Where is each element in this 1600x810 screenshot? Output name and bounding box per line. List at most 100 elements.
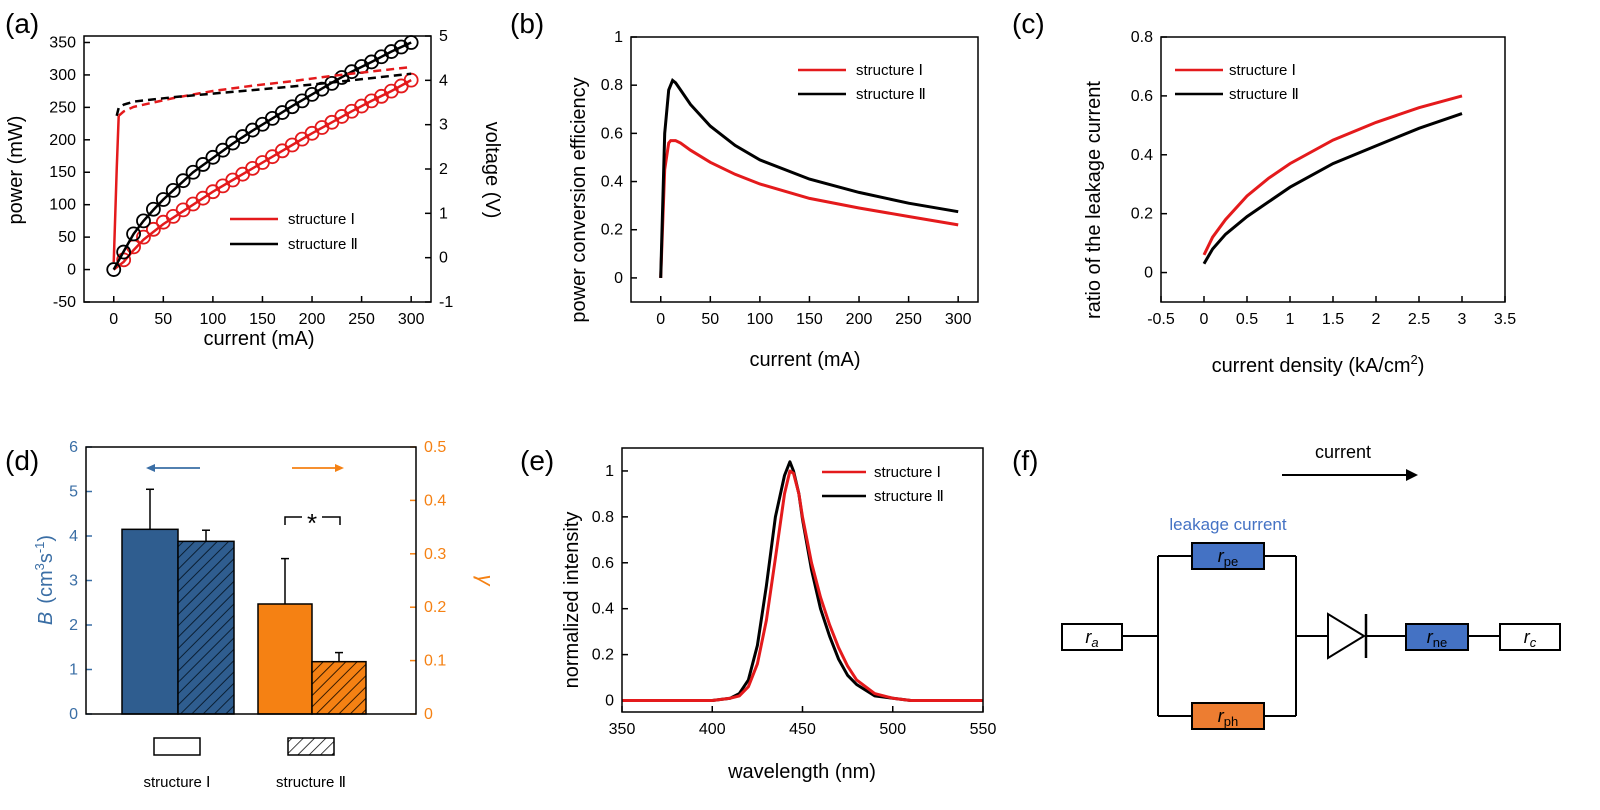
chart-b: 0 50 100 150 200 250 300 0 0.2 0.4 0.6 0.8 1 current… [568, 29, 979, 371]
chart-d-bar-3 [311, 660, 367, 715]
chart-d-right-arrow-icon [335, 464, 344, 472]
chart-e-xtick-label-2: 450 [789, 721, 816, 738]
resistor-rph [1191, 702, 1265, 730]
chart-c-xtick-label-7: 3 [1458, 311, 1467, 328]
chart-d-left-arrow-icon [146, 464, 155, 472]
resistor-ra-sub: a [1091, 635, 1098, 650]
chart-e-series-1-line [622, 469, 983, 702]
resistor-ra-label: ra [1085, 627, 1098, 650]
chart-a-ytick-label-3: 100 [49, 197, 76, 214]
chart-d-y2tick-label-4: 0.4 [424, 492, 446, 509]
chart-e-ytick-label-3: 0.6 [592, 555, 614, 572]
chart-a-legend-label-2: structure Ⅱ [288, 236, 358, 253]
chart-a-y2tick-label-4: 3 [439, 117, 448, 134]
chart-a-ytick-label-1: 0 [67, 262, 76, 279]
chart-d-ytick-label-1: 1 [69, 662, 78, 679]
chart-b-legend-label-1: structure Ⅰ [856, 62, 923, 79]
chart-d-ytick-label-2: 2 [69, 617, 78, 634]
chart-a-series-0-line [112, 79, 412, 271]
current-label: current [1315, 442, 1371, 462]
chart-a-ytick-label-4: 150 [49, 164, 76, 181]
chart-d-ylabel-units: (cm [35, 570, 57, 603]
chart-b-legend: structure Ⅰ structure Ⅱ [798, 62, 926, 103]
chart-d-ytick-label-3: 3 [69, 573, 78, 590]
chart-c-series-1-line [1202, 112, 1463, 265]
chart-c-frame [1160, 36, 1506, 303]
chart-d-ylabel-sup1: 3 [32, 563, 47, 570]
chart-d-legend-label-2: structure Ⅱ [276, 774, 346, 791]
resistor-rpe-sub: pe [1224, 554, 1238, 569]
chart-d-y2tick-label-0: 0 [424, 706, 433, 723]
chart-c-legend-label-2: structure Ⅱ [1229, 86, 1299, 103]
chart-c-series [1202, 94, 1463, 265]
chart-b-xtick-label-6: 300 [945, 311, 972, 328]
chart-c-ytick-label-0: 0 [1144, 265, 1153, 282]
chart-b-ytick-label-4: 0.8 [601, 77, 623, 94]
chart-b-series [659, 77, 959, 278]
chart-a-legend-label-1: structure Ⅰ [288, 211, 355, 228]
chart-d-ylabel-sup2: -1 [32, 542, 47, 554]
chart-a-legend: structure Ⅰ structure Ⅱ [230, 211, 358, 253]
chart-a-y2tick-label-5: 4 [439, 72, 448, 89]
chart-a-y2tick-label-2: 1 [439, 205, 448, 222]
chart-e-ytick-label-4: 0.8 [592, 509, 614, 526]
chart-d-y2tick-label-5: 0.5 [424, 439, 446, 456]
chart-b-ytick-label-1: 0.2 [601, 222, 623, 239]
chart-d-ytick-label-4: 4 [69, 528, 78, 545]
chart-a-y2tick-label-0: -1 [439, 294, 453, 311]
chart-a: 0 50 100 150 200 250 300-500501001502002503003… [5, 28, 503, 350]
chart-a-series-2-line [112, 41, 412, 271]
chart-a-series-3-point-6 [165, 183, 181, 198]
resistor-ra-main: r [1085, 627, 1092, 647]
chart-c-ytick-label-1: 0.2 [1131, 206, 1153, 223]
chart-a-series-1-point-3 [145, 221, 161, 237]
chart-a-ylabel: power (mW) [5, 116, 27, 225]
panel-label-c: (c) [1012, 8, 1045, 39]
chart-a-series-3-point-3 [136, 213, 151, 229]
chart-b-xlabel: current (mA) [749, 349, 860, 371]
resistor-rpe [1191, 542, 1265, 570]
chart-e-ytick-label-2: 0.4 [592, 601, 614, 618]
resistor-rc-main: r [1524, 627, 1531, 647]
resistor-rph-label: rph [1218, 706, 1238, 729]
chart-c-ylabel: ratio of the leakage current [1083, 81, 1105, 319]
chart-c-xtick-label-3: 1 [1286, 311, 1295, 328]
chart-e: 350 400 450 500 550 0 0.2 0.4 0.6 0.8 1 wavelength… [561, 447, 996, 783]
chart-a-series-3-point-10 [205, 149, 221, 165]
resistor-rpe-label: rpe [1218, 546, 1238, 569]
chart-c-legend: structure Ⅰ structure Ⅱ [1175, 62, 1299, 103]
chart-e-legend-bg [818, 462, 980, 512]
chart-c-xtick-label-4: 1.5 [1322, 311, 1344, 328]
resistor-rc-sub: c [1530, 635, 1537, 650]
chart-b-axes: 0 50 100 150 200 250 300 0 0.2 0.4 0.6 0.8 1 [601, 29, 972, 328]
chart-a-xlabel: current (mA) [203, 328, 314, 350]
chart-a-y2tick-label-3: 2 [439, 161, 448, 178]
chart-a-ytick-label-7: 300 [49, 67, 76, 84]
resistor-rc-label: rc [1524, 627, 1537, 650]
chart-e-legend-label-2: structure Ⅱ [874, 488, 944, 505]
chart-d-ytick-label-0: 0 [69, 706, 78, 723]
chart-d-ylabel-tail: ) [35, 535, 57, 542]
chart-a-xtick-label-0: 0 [109, 311, 118, 328]
chart-a-ytick-label-8: 350 [49, 34, 76, 51]
chart-a-axes: 0 50 100 150 200 250 300-500501001502002503003… [49, 28, 453, 328]
chart-a-ytick-label-2: 50 [58, 229, 76, 246]
chart-c-xtick-label-5: 2 [1372, 311, 1381, 328]
chart-b-xtick-label-1: 50 [701, 311, 719, 328]
chart-c-xlabel: current density (kA/cm2) [1212, 352, 1425, 377]
chart-a-series-3-point-0 [106, 262, 122, 277]
chart-e-xlabel: wavelength (nm) [727, 761, 876, 783]
chart-c-axes: -0.5 0 0.5 1 1.5 2 2.5 3 3.5 0 0.2 0.4 0.6 0.8 [1131, 29, 1516, 328]
chart-a-y2tick-label-6: 5 [439, 28, 448, 45]
chart-a-series [106, 35, 419, 277]
chart-d-y2label: γ [473, 575, 498, 588]
chart-d-bar-0 [121, 528, 179, 715]
chart-b-xtick-label-5: 250 [895, 311, 922, 328]
chart-c: -0.5 0 0.5 1 1.5 2 2.5 3 3.5 0 0.2 0.4 0.6 0.8 curren… [1083, 29, 1516, 377]
chart-d-ylabel-mid: s [35, 553, 57, 563]
chart-c-series-0-line [1202, 94, 1463, 256]
chart-e-ytick-label-1: 0.2 [592, 647, 614, 664]
resistor-rc [1499, 623, 1561, 651]
chart-a-series-4-line [117, 65, 412, 117]
resistor-rpe-main: r [1218, 546, 1225, 566]
